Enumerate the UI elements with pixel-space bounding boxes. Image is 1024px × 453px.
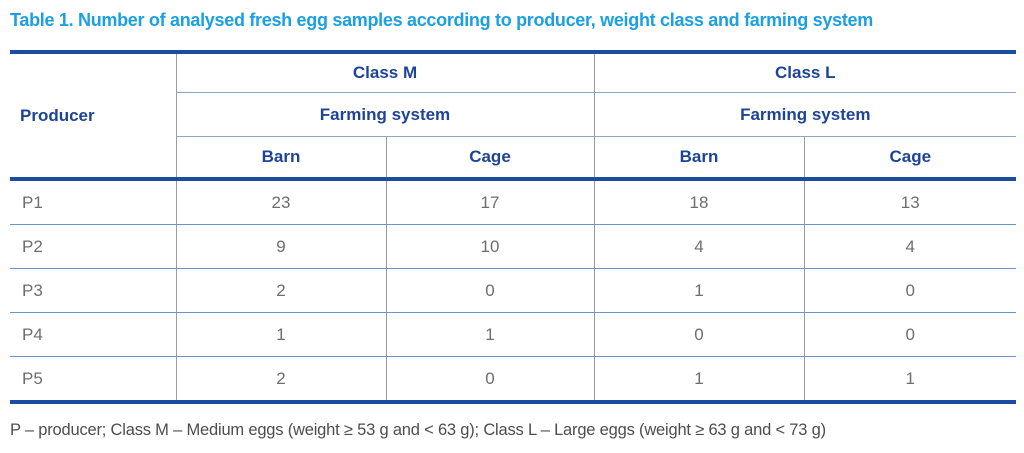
table-row: P3 2 0 1 0 — [10, 268, 1017, 313]
table-footnote: P – producer; Class M – Medium eggs (wei… — [10, 421, 826, 439]
value-cell: 2 — [176, 356, 387, 404]
value-cell: 18 — [594, 177, 805, 225]
value-cell: 2 — [176, 268, 387, 313]
value-cell: 0 — [594, 312, 805, 357]
value-cell: 0 — [386, 356, 595, 404]
egg-samples-table: Producer Class M Class L Farming system … — [10, 50, 1017, 404]
producer-cell: P4 — [10, 312, 177, 357]
table-header: Producer Class M Class L Farming system … — [10, 52, 1017, 179]
value-cell: 17 — [386, 177, 595, 225]
value-cell: 1 — [386, 312, 595, 357]
column-header-cage-m: Cage — [386, 136, 595, 179]
value-cell: 0 — [804, 312, 1017, 357]
value-cell: 10 — [386, 224, 595, 269]
producer-cell: P1 — [10, 177, 177, 225]
value-cell: 1 — [176, 312, 387, 357]
table-body: P1 23 17 18 13 P2 9 10 4 4 P3 2 0 1 0 — [10, 177, 1017, 404]
column-header-farming-system-m: Farming system — [176, 92, 595, 137]
value-cell: 1 — [594, 356, 805, 404]
value-cell: 4 — [804, 224, 1017, 269]
producer-cell: P3 — [10, 268, 177, 313]
table-row: P4 1 1 0 0 — [10, 312, 1017, 357]
header-row-class: Producer Class M Class L — [10, 52, 1017, 179]
header-row-barn-cage: Barn Cage Barn Cage — [10, 136, 1017, 179]
table-row: P5 2 0 1 1 — [10, 356, 1017, 404]
value-cell: 1 — [804, 356, 1017, 404]
table-row: P1 23 17 18 13 — [10, 177, 1017, 225]
column-header-barn-m: Barn — [176, 136, 387, 179]
column-header-cage-l: Cage — [804, 136, 1017, 179]
column-header-class-m: Class M — [176, 52, 595, 93]
value-cell: 0 — [386, 268, 595, 313]
column-header-farming-system-l: Farming system — [594, 92, 1017, 137]
header-row-farming-system: Farming system Farming system — [10, 92, 1017, 137]
value-cell: 1 — [594, 268, 805, 313]
value-cell: 13 — [804, 177, 1017, 225]
table-caption: Table 1. Number of analysed fresh egg sa… — [10, 10, 873, 30]
value-cell: 4 — [594, 224, 805, 269]
value-cell: 0 — [804, 268, 1017, 313]
producer-cell: P5 — [10, 356, 177, 404]
value-cell: 23 — [176, 177, 387, 225]
column-header-producer: Producer — [10, 52, 177, 179]
producer-cell: P2 — [10, 224, 177, 269]
value-cell: 9 — [176, 224, 387, 269]
column-header-class-l: Class L — [594, 52, 1017, 93]
column-header-barn-l: Barn — [594, 136, 805, 179]
table-row: P2 9 10 4 4 — [10, 224, 1017, 269]
